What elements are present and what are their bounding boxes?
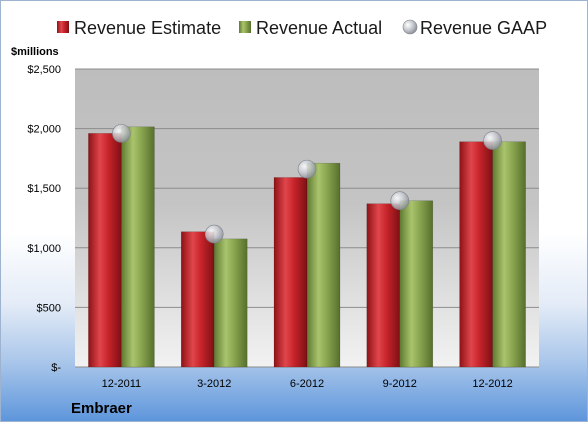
bar-revenue-estimate	[366, 203, 401, 368]
y-tick-label: $1,000	[27, 243, 61, 255]
y-axis-tick-labels: $- $500 $1,000 $1,500 $2,000 $2,500	[27, 64, 61, 374]
bar-revenue-actual	[213, 238, 248, 368]
legend-swatch-revenue-actual	[239, 21, 251, 33]
x-axis-tick-labels: 12-2011 3-2012 6-2012 9-2012 12-2012	[102, 378, 513, 390]
bar-revenue-actual	[306, 162, 341, 368]
bar-revenue-actual	[399, 200, 434, 368]
x-tick-label: 9-2012	[383, 378, 417, 390]
y-axis-unit-label: $millions	[11, 46, 59, 58]
marker-revenue-gaap	[204, 224, 224, 244]
bar-revenue-actual	[121, 126, 155, 368]
y-tick-label: $2,000	[27, 124, 61, 136]
legend-label: Revenue Estimate	[74, 18, 221, 38]
x-tick-label: 12-2012	[472, 378, 512, 390]
y-tick-label: $-	[51, 362, 61, 374]
x-tick-label: 6-2012	[290, 378, 324, 390]
bar-revenue-actual	[492, 141, 526, 368]
y-tick-label: $500	[37, 302, 61, 314]
marker-revenue-gaap	[483, 131, 502, 150]
bar-revenue-estimate	[459, 141, 493, 368]
legend: Revenue Estimate Revenue Actual Revenue GA…	[57, 18, 547, 38]
marker-revenue-gaap	[390, 191, 410, 211]
bar-revenue-estimate	[88, 133, 122, 368]
marker-revenue-gaap	[297, 159, 317, 179]
legend-swatch-revenue-gaap	[402, 19, 418, 35]
bar-revenue-estimate	[273, 177, 308, 368]
company-label: Embraer	[71, 400, 132, 417]
bars	[88, 126, 526, 368]
bar-revenue-estimate	[180, 231, 215, 368]
marker-revenue-gaap	[112, 124, 131, 143]
legend-label: Revenue GAAP	[420, 18, 547, 38]
y-tick-label: $2,500	[27, 64, 61, 76]
gaap-markers	[112, 124, 502, 244]
legend-swatch-revenue-estimate	[57, 21, 69, 33]
x-tick-label: 3-2012	[197, 378, 231, 390]
legend-label: Revenue Actual	[256, 18, 382, 38]
y-tick-label: $1,500	[27, 183, 61, 195]
x-tick-label: 12-2011	[102, 378, 142, 390]
